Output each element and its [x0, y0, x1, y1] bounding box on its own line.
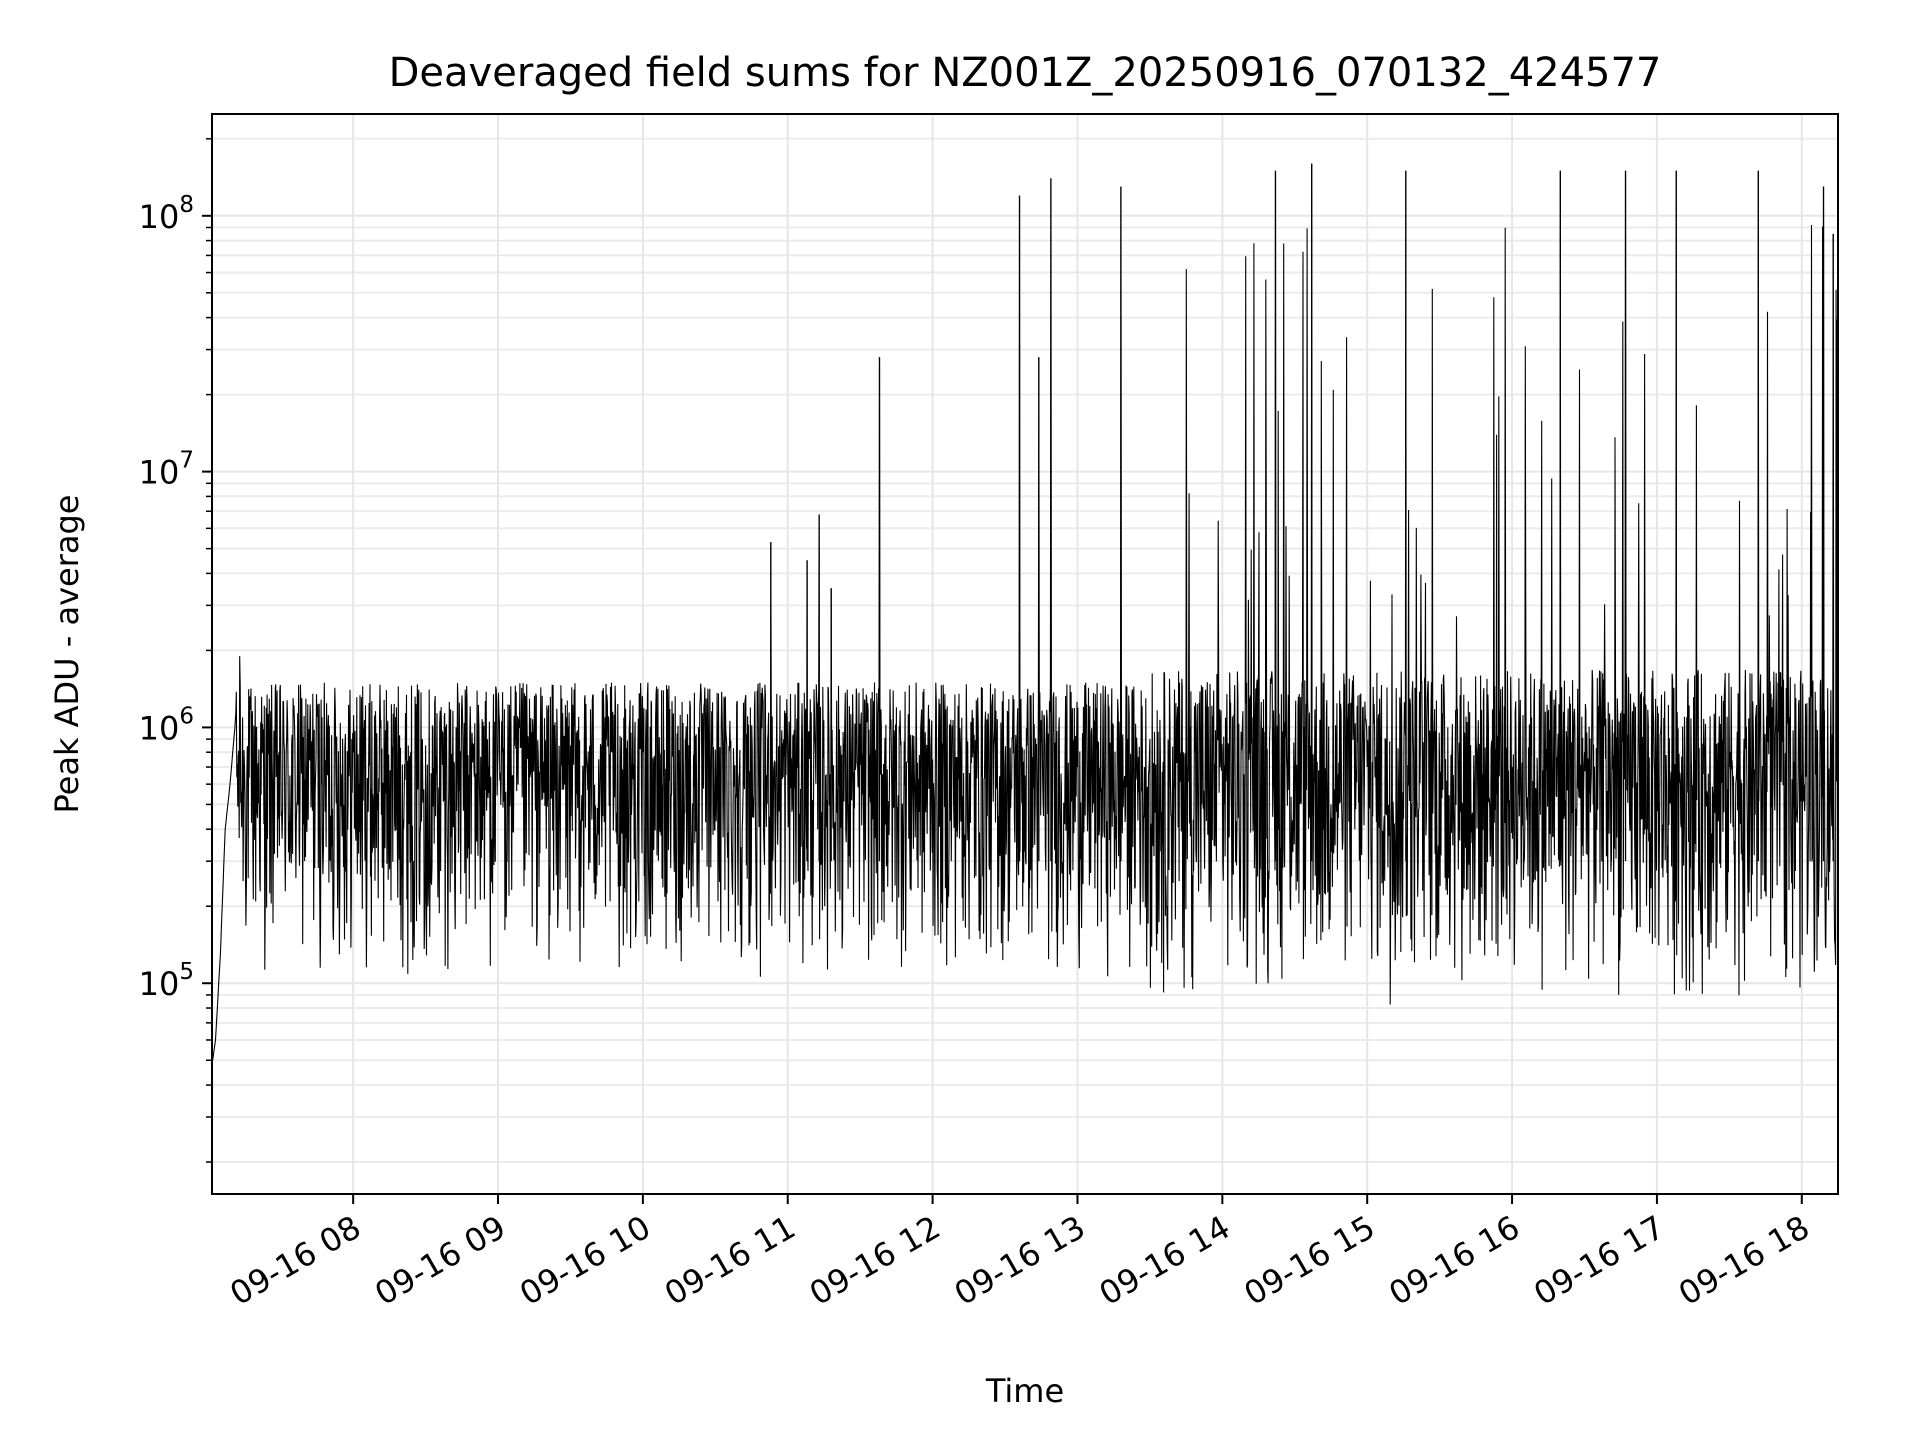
x-tick-label: 09-16 17 — [1527, 1208, 1671, 1313]
y-tick-base: 10 — [139, 965, 180, 1003]
x-tick-label: 09-16 13 — [948, 1208, 1092, 1313]
x-tick-label: 09-16 12 — [803, 1208, 947, 1313]
x-tick-label: 09-16 16 — [1382, 1208, 1526, 1313]
plot-area-frame — [211, 113, 1839, 1195]
x-tick-label: 09-16 15 — [1238, 1208, 1382, 1313]
x-tick-label: 09-16 08 — [224, 1208, 368, 1313]
x-axis-label: Time — [985, 1372, 1064, 1410]
y-tick-label: 107 — [139, 448, 194, 492]
x-tick-label: 09-16 14 — [1093, 1208, 1237, 1313]
y-tick-base: 10 — [139, 198, 180, 236]
data-series — [211, 163, 1839, 1065]
y-tick-base: 10 — [139, 454, 180, 492]
y-tick-exponent: 6 — [179, 703, 194, 729]
x-tick-label: 09-16 11 — [658, 1208, 802, 1313]
y-tick-exponent: 5 — [179, 959, 194, 985]
y-axis-label: Peak ADU - average — [48, 495, 86, 814]
y-tick-label: 106 — [139, 703, 194, 747]
chart-title: Deaveraged field sums for NZ001Z_2025091… — [389, 50, 1662, 96]
y-tick-exponent: 8 — [179, 192, 194, 218]
y-tick-label: 105 — [139, 959, 194, 1003]
series-line — [211, 163, 1839, 1065]
x-tick-label: 09-16 18 — [1672, 1208, 1816, 1313]
y-tick-exponent: 7 — [179, 448, 194, 474]
x-tick-label: 09-16 10 — [513, 1208, 657, 1313]
y-tick-label: 108 — [139, 192, 194, 236]
y-tick-base: 10 — [139, 709, 180, 747]
grid — [212, 114, 1838, 1194]
x-tick-label: 09-16 09 — [368, 1208, 512, 1313]
